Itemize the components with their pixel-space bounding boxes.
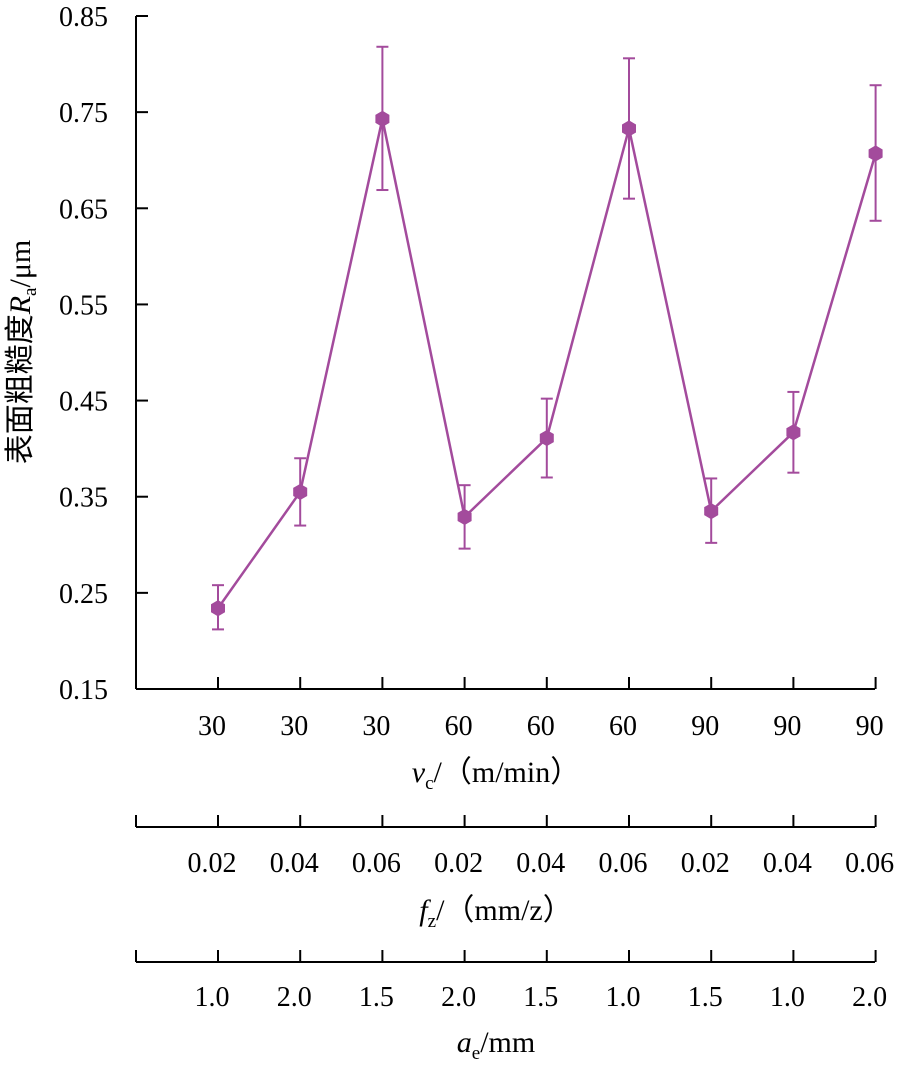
x-tick-label-ae: 1.0	[606, 982, 641, 1013]
y-axis-title-subscript: a	[20, 287, 41, 296]
x-axis-fz: 0.02 0.04 0.06 0.02 0.04 0.06 0.02 0.04 0.06 fz/（…	[135, 815, 894, 932]
data-point	[868, 145, 883, 162]
x-axis-title-unit: /mm	[480, 1026, 535, 1059]
x-tick-label-ae: 1.5	[523, 982, 558, 1013]
x-tick-label-ae: 2.0	[441, 982, 476, 1013]
x-tick-label-fz: 0.06	[599, 848, 648, 879]
y-tick-label: 0.25	[59, 579, 108, 610]
x-axis-title-symbol: a	[457, 1026, 472, 1059]
error-bars	[212, 45, 882, 631]
x-tick-label-vc: 90	[856, 711, 884, 742]
x-axis-title-fz: fz/（mm/z）	[419, 894, 572, 932]
data-point	[704, 503, 719, 520]
x-axis-title-unit: /（mm/z）	[436, 894, 573, 927]
x-tick-label-vc: 30	[198, 711, 226, 742]
x-tick-label-ae: 2.0	[277, 982, 312, 1013]
x-axis-vc: 30 30 30 60 60 60 90 90 90 vc/（m/min）	[136, 677, 884, 794]
x-tick-label-fz: 0.04	[270, 848, 319, 879]
y-axis-title: 表面粗糙度Ra/μm	[4, 240, 41, 465]
y-axis-title-symbol: R	[4, 296, 37, 315]
x-axes: 30 30 30 60 60 60 90 90 90 vc/（m/min） 0.02 0.04 0.06…	[135, 677, 894, 1064]
x-tick-label-vc: 60	[445, 711, 473, 742]
series-line-group	[216, 118, 877, 609]
y-tick-label: 0.85	[59, 2, 108, 33]
y-axis-title-main: 表面粗糙度	[4, 314, 37, 464]
x-axis-title-unit: /（m/min）	[434, 756, 581, 789]
x-axis-ae: 1.0 2.0 1.5 2.0 1.5 1.0 1.5 1.0 2.0 ae/mm	[135, 950, 887, 1064]
x-tick-label-ae: 1.5	[359, 982, 394, 1013]
x-tick-label-vc: 90	[691, 711, 719, 742]
x-tick-label-ae: 1.0	[770, 982, 805, 1013]
data-point	[375, 110, 390, 127]
x-axis-title-ae: ae/mm	[457, 1026, 535, 1064]
y-tick-label: 0.65	[59, 194, 108, 225]
data-point	[539, 429, 554, 447]
x-tick-label-vc: 30	[362, 711, 390, 742]
series-line	[216, 118, 877, 609]
x-axis-title-vc: vc/（m/min）	[412, 756, 580, 794]
x-tick-label-fz: 0.04	[516, 848, 565, 879]
x-tick-label-fz: 0.06	[845, 848, 894, 879]
x-tick-label-fz: 0.04	[763, 848, 812, 879]
y-tick-label: 0.55	[59, 290, 108, 321]
y-tick-label: 0.45	[59, 387, 108, 418]
y-axis: 0.15 0.25 0.35 0.45 0.55 0.65 0.75 0.85 表面粗糙度Ra/…	[4, 2, 148, 706]
x-tick-label-fz: 0.02	[188, 848, 237, 879]
x-tick-label-fz: 0.06	[352, 848, 401, 879]
y-tick-label: 0.15	[59, 675, 108, 706]
x-tick-label-vc: 60	[527, 711, 555, 742]
x-tick-label-ae: 1.0	[195, 982, 230, 1013]
x-axis-title-subscript: c	[425, 773, 433, 794]
data-point	[786, 424, 801, 441]
x-axis-title-subscript: e	[472, 1043, 480, 1064]
x-tick-label-ae: 2.0	[852, 982, 887, 1013]
data-point	[457, 508, 472, 525]
x-tick-label-vc: 30	[280, 711, 308, 742]
y-tick-label: 0.75	[59, 98, 108, 129]
x-tick-label-ae: 1.5	[688, 982, 723, 1013]
data-point	[622, 120, 636, 137]
x-axis-title-subscript: z	[428, 911, 436, 932]
data-point	[211, 600, 225, 617]
x-tick-label-vc: 60	[609, 711, 637, 742]
data-markers	[211, 110, 883, 617]
x-axis-title-symbol: v	[412, 756, 426, 789]
x-tick-label-fz: 0.02	[434, 848, 483, 879]
data-point	[293, 483, 308, 500]
x-tick-label-vc: 90	[773, 711, 801, 742]
y-tick-label: 0.35	[59, 483, 108, 514]
y-axis-title-unit: /μm	[4, 240, 37, 288]
x-tick-label-fz: 0.02	[681, 848, 730, 879]
